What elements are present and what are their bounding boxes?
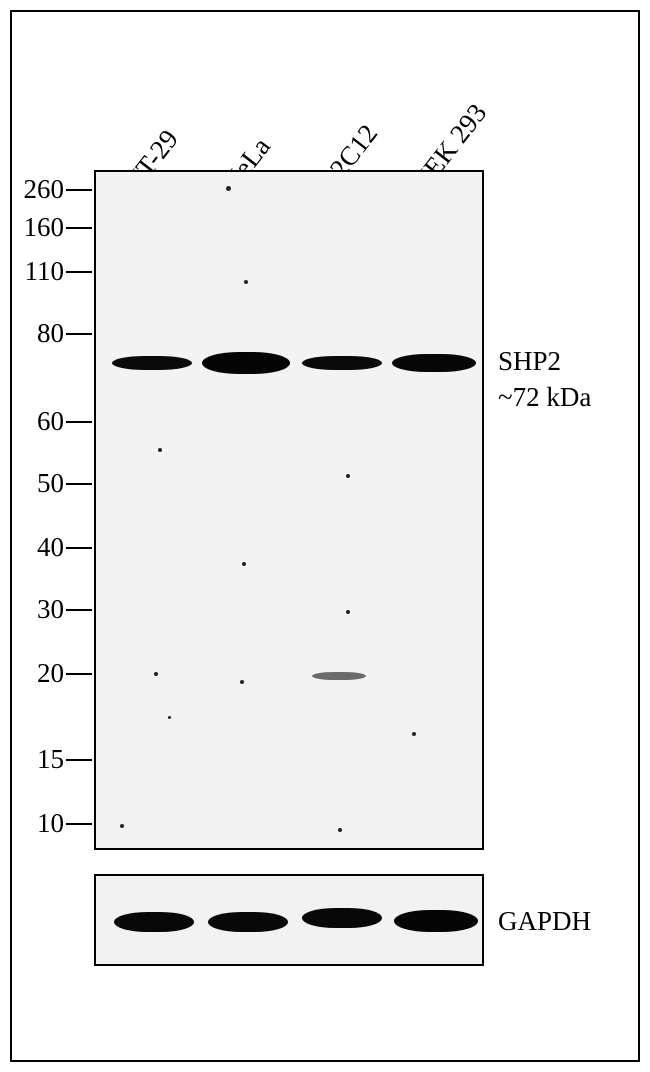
blot-artifact [158,448,162,452]
mw-marker: 50 [16,468,92,499]
lane-labels-group: HT-29HeLaC2C12HEK 293 [12,12,638,172]
loading-control-band [208,912,288,932]
blot-artifact [412,732,416,736]
mw-tick [66,189,92,191]
blot-artifact [120,824,124,828]
blot-artifact [346,474,350,478]
main-blot-panel [94,170,484,850]
mw-marker: 10 [16,808,92,839]
mw-tick [66,271,92,273]
mw-value: 50 [16,468,64,499]
blot-artifact [226,186,231,191]
mw-marker: 160 [16,212,92,243]
blot-artifact [244,280,248,284]
mw-value: 160 [16,212,64,243]
target-protein-label: SHP2 [498,346,561,377]
protein-band [202,352,290,374]
mw-value: 80 [16,318,64,349]
faint-band [312,672,366,680]
mw-tick [66,823,92,825]
mw-marker: 60 [16,406,92,437]
loading-control-band [114,912,194,932]
loading-control-band [394,910,478,932]
mw-tick [66,227,92,229]
mw-tick [66,759,92,761]
blot-artifact [346,610,350,614]
blot-artifact [338,828,342,832]
mw-value: 260 [16,174,64,205]
mw-tick [66,673,92,675]
mw-tick [66,483,92,485]
mw-tick [66,547,92,549]
mw-marker: 260 [16,174,92,205]
blot-artifact [240,680,244,684]
blot-artifact [154,672,158,676]
mw-marker: 15 [16,744,92,775]
mw-value: 15 [16,744,64,775]
mw-value: 30 [16,594,64,625]
mw-tick [66,421,92,423]
loading-control-label: GAPDH [498,906,591,937]
mw-value: 110 [16,256,64,287]
gapdh-blot-panel [94,874,484,966]
mw-value: 20 [16,658,64,689]
mw-marker: 20 [16,658,92,689]
protein-band [112,356,192,370]
mw-value: 10 [16,808,64,839]
mw-value: 60 [16,406,64,437]
loading-control-band [302,908,382,928]
protein-band [392,354,476,372]
protein-band [302,356,382,370]
mw-value: 40 [16,532,64,563]
western-blot-figure: HT-29HeLaC2C12HEK 293 260 160 110 80 60 50 40 3… [10,10,640,1062]
mw-marker: 40 [16,532,92,563]
mw-marker: 80 [16,318,92,349]
mw-marker: 30 [16,594,92,625]
mw-tick [66,333,92,335]
mw-marker: 110 [16,256,92,287]
blot-artifact [168,716,171,719]
blot-artifact [242,562,246,566]
target-size-label: ~72 kDa [498,382,591,413]
mw-tick [66,609,92,611]
